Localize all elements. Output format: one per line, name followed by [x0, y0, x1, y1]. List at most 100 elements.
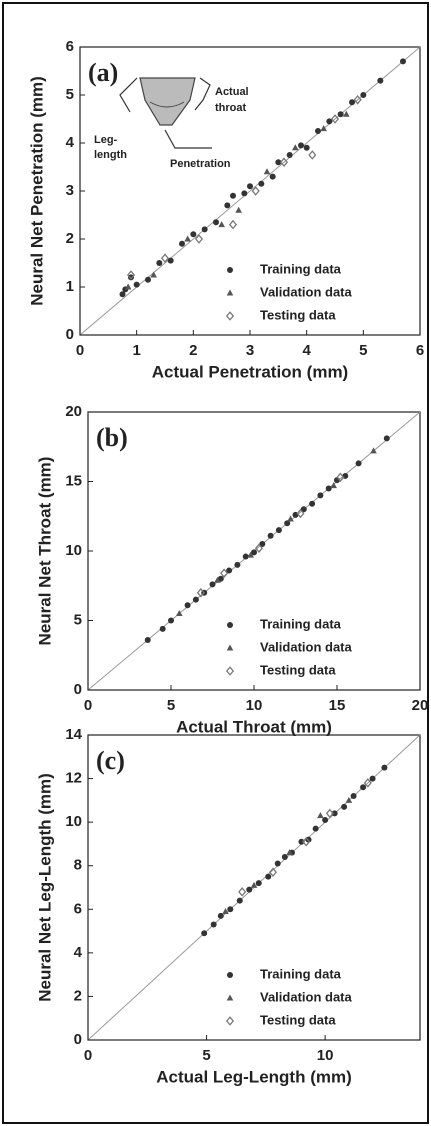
inset-label: Leg-	[94, 134, 118, 146]
data-point	[360, 784, 367, 791]
x-axis-label: Actual Penetration (mm)	[152, 362, 348, 381]
y-tick-label: 3	[66, 182, 74, 199]
legend-marker	[226, 994, 234, 1001]
y-tick-label: 4	[66, 134, 75, 151]
data-point	[296, 508, 305, 519]
data-point	[242, 553, 249, 560]
data-point	[218, 221, 225, 228]
x-axis-label: Actual Leg-Length (mm)	[156, 1067, 352, 1086]
x-tick-label: 6	[416, 342, 424, 359]
data-point	[268, 867, 278, 878]
data-point	[220, 568, 229, 579]
data-point	[160, 253, 170, 264]
data-point	[337, 111, 344, 118]
data-point	[236, 897, 243, 904]
data-point	[298, 838, 305, 845]
data-point	[251, 549, 257, 556]
y-tick-label: 4	[74, 944, 83, 961]
legend-marker	[225, 1016, 235, 1026]
data-point	[315, 128, 321, 134]
data-point	[224, 202, 231, 209]
x-tick-label: 2	[189, 342, 197, 359]
x-tick-label: 5	[202, 1047, 210, 1064]
data-point	[330, 114, 340, 124]
data-point	[326, 118, 333, 125]
data-point	[325, 808, 334, 819]
data-point	[274, 860, 281, 867]
weld-inset: Actual throat Leg- length Penetration	[94, 77, 249, 170]
data-point	[250, 881, 258, 888]
y-tick-label: 10	[65, 813, 82, 830]
inset-label: length	[94, 149, 127, 161]
data-point	[312, 825, 319, 832]
x-tick-label: 0	[76, 342, 84, 359]
data-point	[150, 271, 157, 278]
data-point	[254, 543, 264, 554]
panel-label: (a)	[88, 58, 118, 87]
inset-label: Penetration	[170, 158, 231, 170]
legend-marker	[226, 289, 234, 296]
data-point	[128, 274, 134, 281]
data-point	[201, 226, 208, 233]
data-point	[286, 849, 293, 856]
data-point	[192, 596, 199, 603]
y-tick-label: 10	[65, 542, 82, 559]
data-point	[179, 240, 185, 247]
data-point	[275, 159, 282, 166]
data-point	[168, 617, 174, 624]
data-point	[201, 930, 208, 937]
data-point	[184, 602, 191, 609]
data-point	[145, 276, 151, 283]
data-point	[322, 816, 329, 823]
data-point	[124, 283, 132, 290]
data-point	[345, 796, 353, 803]
data-point	[292, 144, 299, 151]
y-tick-label: 15	[65, 472, 82, 489]
legend-label: Validation data	[260, 639, 353, 654]
x-tick-label: 1	[132, 342, 140, 359]
x-tick-label: 15	[329, 697, 346, 714]
data-point	[275, 527, 282, 534]
data-point	[213, 219, 219, 226]
data-point	[349, 99, 355, 106]
data-point	[298, 142, 304, 149]
legend-marker	[225, 311, 235, 321]
data-point	[331, 810, 338, 817]
x-tick-label: 10	[246, 697, 263, 714]
x-tick-label: 4	[302, 342, 311, 359]
data-point	[156, 260, 163, 266]
legend-label: Validation data	[260, 284, 353, 299]
data-point	[259, 541, 266, 548]
data-point	[214, 576, 221, 583]
data-point	[228, 219, 238, 230]
data-point	[144, 636, 151, 643]
y-tick-label: 0	[66, 326, 74, 343]
legend-marker	[227, 622, 233, 628]
data-point	[377, 77, 384, 84]
data-point	[350, 793, 357, 799]
legend-label: Training data	[260, 616, 342, 631]
x-tick-label: 10	[317, 1047, 334, 1064]
y-axis-label: Neural Net Penetration (mm)	[27, 76, 46, 306]
data-point	[167, 257, 174, 264]
data-point	[325, 485, 332, 492]
data-point	[284, 520, 291, 527]
data-point	[119, 291, 126, 298]
data-point	[336, 472, 345, 483]
legend-label: Training data	[260, 966, 342, 981]
data-point	[317, 492, 324, 499]
y-tick-label: 20	[65, 403, 82, 420]
y-axis-label: Neural Net Throat (mm)	[35, 457, 54, 646]
data-point	[247, 183, 253, 190]
y-tick-label: 1	[66, 278, 74, 295]
data-point	[369, 775, 376, 782]
x-tick-label: 20	[412, 697, 429, 714]
data-point	[269, 173, 276, 180]
x-axis-label: Actual Throat (mm)	[176, 717, 332, 736]
y-tick-label: 0	[74, 1031, 82, 1048]
y-tick-label: 5	[74, 611, 82, 628]
data-point	[360, 92, 367, 98]
legend-label: Testing data	[260, 1012, 336, 1027]
